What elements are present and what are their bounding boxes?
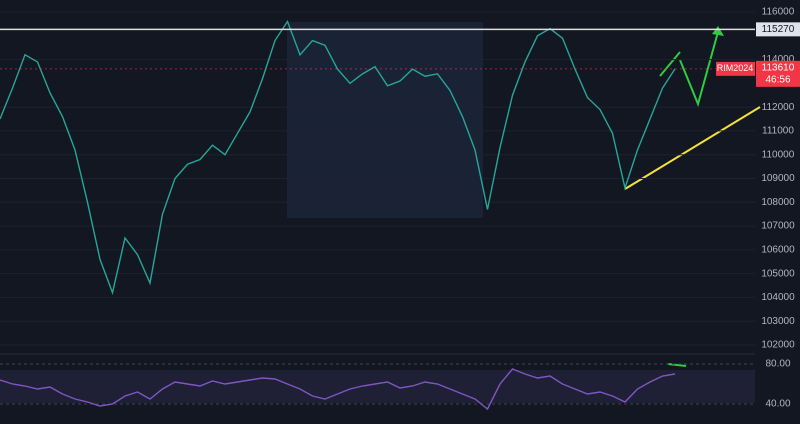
price-line — [0, 19, 676, 296]
y-tick-label: 105000 — [761, 268, 795, 279]
arrow-head — [712, 26, 724, 36]
projection-arrow — [679, 31, 719, 108]
y-tick-label: 109000 — [761, 173, 795, 184]
y-tick-label: 111000 — [762, 126, 794, 137]
volume-profile-box — [287, 22, 483, 218]
y-tick-label: 108000 — [761, 197, 795, 208]
symbol-label: RIM2024 — [717, 63, 754, 73]
y-tick-label: 114000 — [762, 54, 795, 65]
drawing-line — [659, 51, 681, 77]
y-tick-label: 104000 — [761, 292, 795, 303]
y-tick-label: 106000 — [761, 244, 795, 255]
price-line — [0, 368, 676, 411]
y-tick-label: 110000 — [762, 149, 795, 160]
trend-line — [624, 106, 761, 190]
level-label: 115270 — [762, 24, 795, 35]
y-tick-label: 102000 — [761, 340, 795, 351]
y-tick-label: 112000 — [762, 102, 795, 113]
y-tick-label: 103000 — [761, 316, 795, 327]
y-tick-label: 40.00 — [765, 399, 790, 410]
drawing-line — [667, 363, 687, 367]
symbol-box — [716, 61, 755, 76]
countdown-label: 46:56 — [765, 74, 790, 85]
price-label: 113610 — [762, 62, 795, 73]
level-label-box — [756, 22, 800, 37]
price-box — [756, 60, 800, 87]
y-tick-label: 116000 — [762, 7, 795, 18]
y-tick-label: 80.00 — [765, 359, 790, 370]
y-tick-label: 107000 — [761, 221, 795, 232]
